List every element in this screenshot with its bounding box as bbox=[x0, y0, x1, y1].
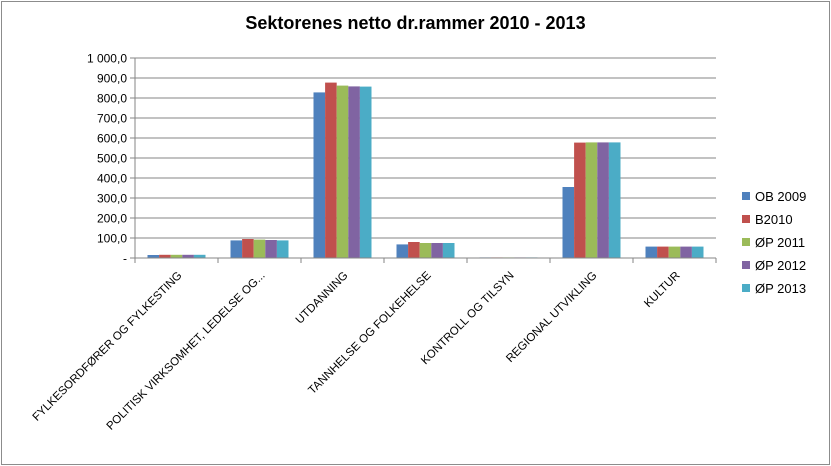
y-tick-label: 400,0 bbox=[97, 172, 127, 186]
gridlines bbox=[135, 57, 716, 239]
bar bbox=[419, 243, 432, 258]
legend-label: ØP 2011 bbox=[755, 235, 805, 250]
x-tick-label: POLITISK VIRKSOMHET, LEDELSE OG... bbox=[105, 270, 268, 433]
bar bbox=[396, 244, 409, 258]
x-tick-label: UTDANNING bbox=[294, 270, 351, 327]
y-tick-label: 500,0 bbox=[97, 152, 127, 166]
bar bbox=[574, 142, 586, 258]
bar bbox=[657, 246, 669, 258]
y-tick-label: 1 000,0 bbox=[87, 52, 127, 66]
bar bbox=[359, 86, 372, 258]
bar bbox=[276, 240, 289, 258]
y-tick-labels: - 100,0 200,0 300,0 400,0 500,0 600,0 700,0 800,… bbox=[87, 52, 127, 266]
bar bbox=[193, 254, 206, 258]
bar bbox=[242, 239, 254, 258]
legend-label: B2010 bbox=[755, 212, 793, 227]
bar bbox=[336, 85, 349, 258]
y-tick-label: 800,0 bbox=[97, 92, 127, 106]
bar bbox=[348, 86, 360, 259]
legend-label: ØP 2012 bbox=[755, 258, 806, 273]
legend-swatch bbox=[742, 238, 750, 246]
y-tick-label: 200,0 bbox=[97, 212, 127, 226]
bar bbox=[431, 243, 443, 258]
bar bbox=[253, 239, 266, 258]
legend-label: OB 2009 bbox=[755, 189, 806, 204]
y-tick-label: 300,0 bbox=[97, 192, 127, 206]
bars bbox=[147, 82, 704, 259]
legend-label: ØP 2013 bbox=[755, 281, 806, 296]
bar bbox=[147, 255, 160, 258]
bar bbox=[691, 246, 704, 258]
bar bbox=[325, 82, 337, 258]
legend-swatch bbox=[742, 284, 750, 292]
bar bbox=[597, 142, 609, 258]
legend-swatch bbox=[742, 192, 750, 200]
axes bbox=[130, 57, 717, 263]
y-tick-label: 900,0 bbox=[97, 72, 127, 86]
bar bbox=[585, 142, 598, 258]
bar bbox=[182, 254, 194, 258]
bar bbox=[680, 246, 692, 258]
y-tick-label: 100,0 bbox=[97, 232, 127, 246]
legend-swatch bbox=[742, 261, 750, 269]
x-tick-label: KONTROLL OG TILSYN bbox=[419, 270, 517, 368]
legend: OB 2009 B2010 ØP 2011 ØP 2012 ØP 2013 bbox=[742, 189, 806, 296]
bar bbox=[170, 254, 183, 258]
legend-swatch bbox=[742, 215, 750, 223]
bar bbox=[668, 246, 681, 258]
y-tick-label: 600,0 bbox=[97, 132, 127, 146]
x-tick-label: KULTUR bbox=[642, 270, 682, 310]
bar bbox=[645, 246, 658, 258]
bar bbox=[608, 142, 621, 258]
y-tick-label: 700,0 bbox=[97, 112, 127, 126]
bar bbox=[562, 187, 575, 258]
x-tick-label: FYLKESORDFØRER OG FYLKESTING bbox=[31, 270, 185, 424]
bar bbox=[313, 92, 326, 259]
bar bbox=[442, 243, 455, 258]
bar bbox=[265, 240, 277, 258]
bar bbox=[230, 240, 243, 258]
chart-title: Sektorenes netto dr.rammer 2010 - 2013 bbox=[245, 13, 586, 33]
bar bbox=[159, 254, 171, 258]
bar bbox=[408, 242, 420, 258]
y-tick-label: - bbox=[123, 252, 127, 266]
x-tick-label: REGIONAL UTVIKLING bbox=[504, 270, 599, 365]
